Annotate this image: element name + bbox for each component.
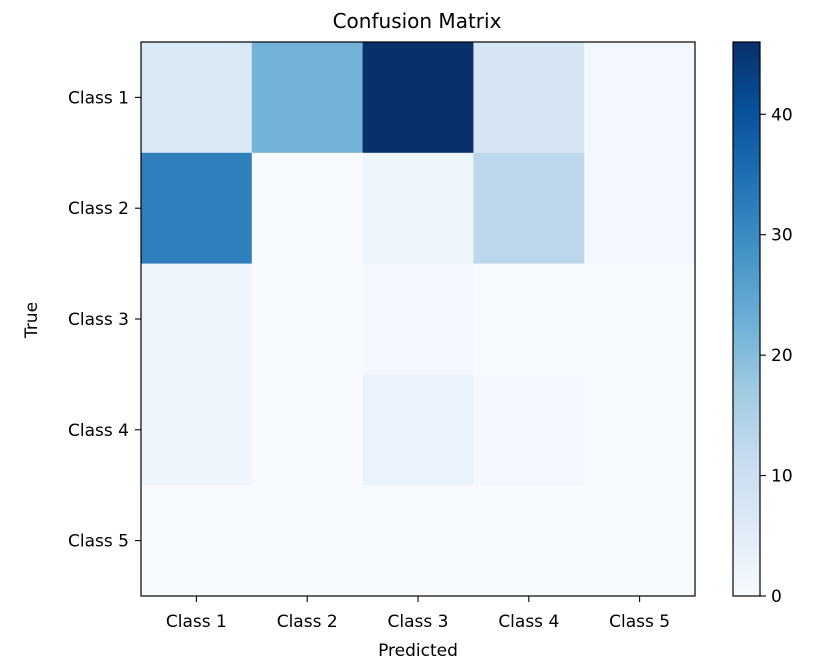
chart-title: Confusion Matrix [333,9,502,33]
x-tick-label: Class 4 [498,612,559,632]
heatmap-cell-r2-c3 [362,152,474,265]
y-axis-label: True [22,302,42,339]
x-tick-label: Class 1 [166,612,227,632]
heatmap-cell-r3-c5 [584,263,696,375]
x-tick-label: Class 2 [277,612,338,632]
x-tick-label: Class 5 [609,612,670,632]
colorbar-tick-label: 10 [771,467,793,487]
heatmap-cells [141,42,696,597]
heatmap-cell-r1-c5 [584,42,696,154]
heatmap-cell-r1-c2 [251,42,364,154]
y-axis: Class 1 Class 2 Class 3 Class 4 Class 5 [68,88,141,552]
heatmap-cell-r1-c4 [473,42,585,154]
heatmap-cell-r4-c4 [473,374,585,486]
heatmap-cell-r2-c2 [251,152,364,265]
heatmap-cell-r2-c5 [584,152,696,265]
y-tick-label: Class 5 [68,532,129,552]
heatmap-cell-r2-c1 [141,152,253,265]
heatmap-cell-r1-c3 [362,42,474,154]
colorbar-tick-label: 0 [771,587,782,607]
y-tick-label: Class 4 [68,421,129,441]
heatmap-cell-r2-c4 [473,152,585,265]
y-tick-label: Class 1 [68,88,129,108]
heatmap-cell-r4-c2 [251,374,364,486]
heatmap-cell-r4-c3 [362,374,474,486]
colorbar-tick-label: 30 [771,226,793,246]
heatmap-cell-r5-c5 [584,485,696,597]
heatmap-cell-r5-c4 [473,485,585,597]
colorbar-axis: 0 10 20 30 40 [760,105,793,607]
x-tick-label: Class 3 [388,612,449,632]
colorbar [732,41,761,597]
x-axis: Class 1 Class 2 Class 3 Class 4 Class 5 [166,596,670,632]
heatmap-cell-r3-c4 [473,263,585,375]
heatmap-cell-r4-c5 [584,374,696,486]
heatmap-cell-r5-c2 [251,485,364,597]
y-tick-label: Class 3 [68,310,129,330]
colorbar-tick-label: 20 [771,346,793,366]
heatmap-cell-r3-c1 [141,263,253,375]
heatmap-cell-r3-c3 [362,263,474,375]
heatmap-cell-r3-c2 [251,263,364,375]
x-axis-label: Predicted [378,641,458,661]
y-tick-label: Class 2 [68,199,129,219]
heatmap-cell-r1-c1 [141,42,253,154]
heatmap-cell-r4-c1 [141,374,253,486]
colorbar-tick-label: 40 [771,105,793,125]
heatmap-cell-r5-c3 [362,485,474,597]
heatmap-cell-r5-c1 [141,485,253,597]
